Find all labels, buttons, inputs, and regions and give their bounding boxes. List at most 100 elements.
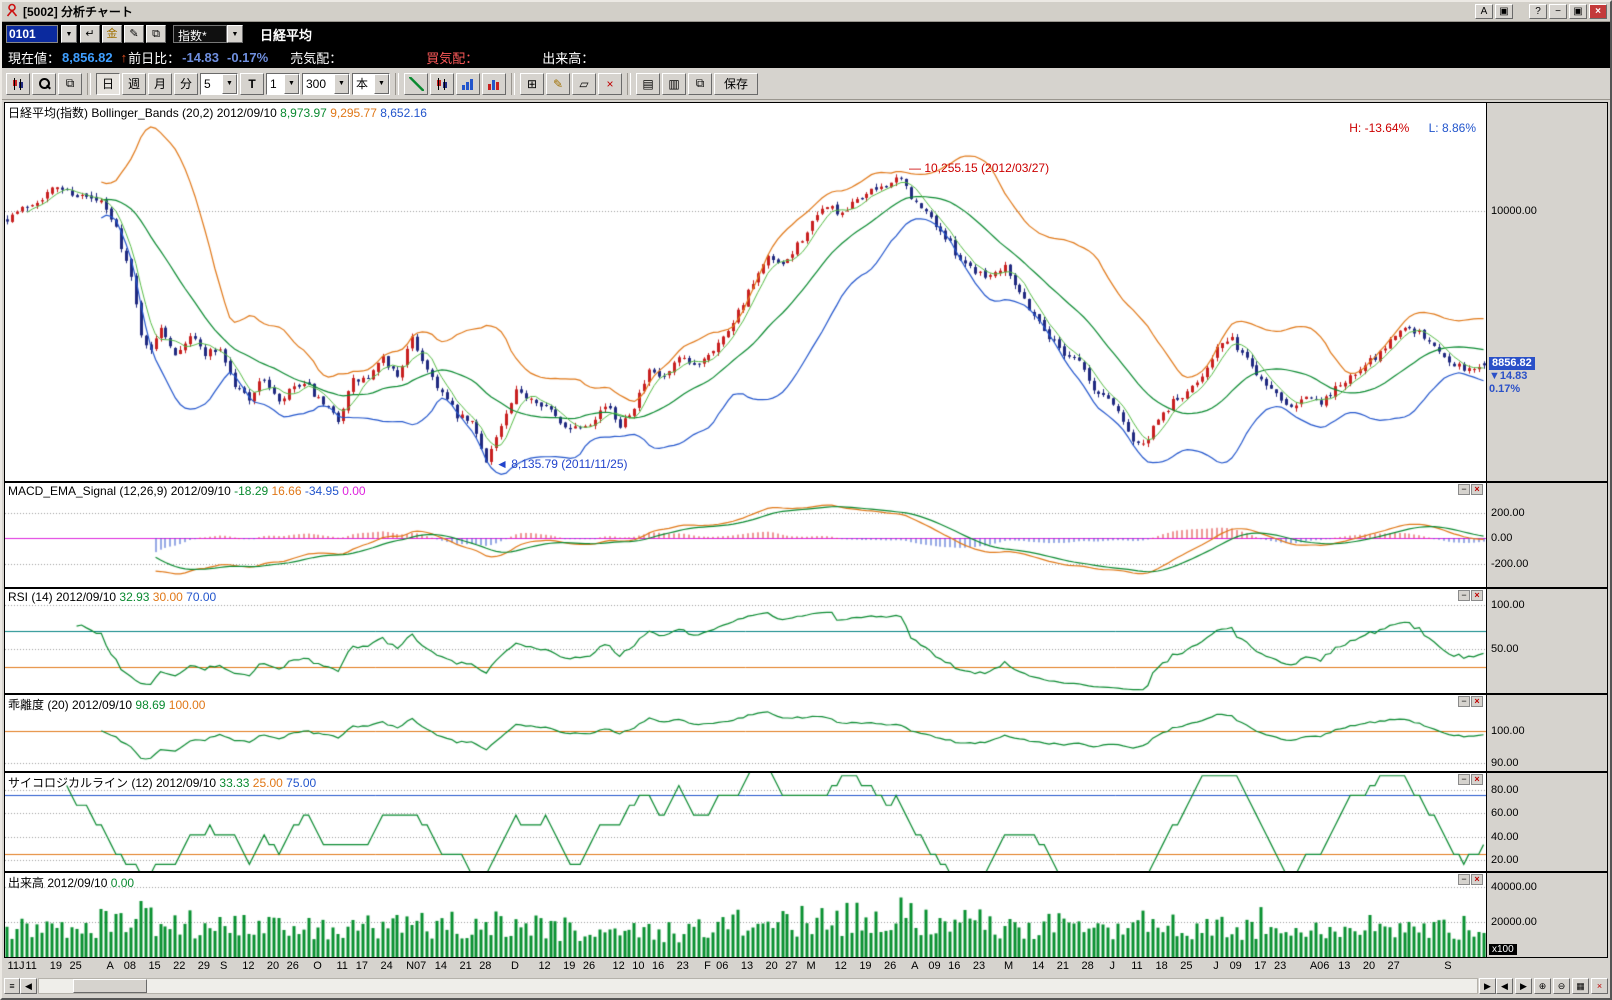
scrollbar-thumb[interactable] (73, 979, 147, 993)
instrument-name: 日経平均 (260, 27, 313, 43)
symbol-toolbar: ▼ ↵金✎⧉ 指数* ▼ 日経平均 (2, 22, 1610, 46)
volume-panel: 出来高 2012/09/10 0.00 − × 40000.00 20000.00… (5, 873, 1607, 957)
edit-button[interactable]: ✎ (124, 25, 144, 43)
zoom-in-button[interactable]: ⊕ (1534, 978, 1551, 994)
grid-view-button[interactable]: ▦ (1572, 978, 1589, 994)
label-part: 乖離度 (20) 2012/09/10 (8, 698, 136, 712)
splitter-grip[interactable]: ≡ (4, 978, 20, 994)
panel-minimize-button[interactable]: − (1458, 590, 1470, 601)
panel-close-button[interactable]: × (1471, 774, 1483, 785)
macd-plot: MACD_EMA_Signal (12,26,9) 2012/09/10 -18… (5, 483, 1487, 587)
kairi-canvas[interactable] (5, 695, 1486, 771)
psychological-canvas[interactable] (5, 773, 1486, 871)
macd-canvas[interactable] (5, 483, 1486, 587)
help-button[interactable]: ? (1529, 4, 1547, 19)
panel-minimize-button[interactable]: − (1458, 774, 1470, 785)
favorites-button[interactable]: 金 (102, 25, 122, 43)
x-axis-label: 21 (459, 960, 472, 972)
psychological-axis: 80.00 60.00 40.00 20.00 (1487, 773, 1607, 871)
market-type-select[interactable]: 指数* ▼ (173, 25, 243, 43)
symbol-code-input[interactable] (6, 25, 58, 43)
price-chart-canvas[interactable] (5, 103, 1486, 481)
tick-button[interactable]: T (240, 72, 264, 95)
unit-select[interactable]: 本 ▼ (352, 72, 390, 95)
bar-chart-button[interactable] (456, 72, 480, 95)
period-minute-button[interactable]: 分 (174, 72, 198, 95)
x-axis-label: 17 (355, 960, 369, 972)
multiplier-select[interactable]: 1 ▼ (266, 72, 300, 95)
panel-close-button[interactable]: × (1471, 874, 1483, 885)
chart-settings-button[interactable] (6, 72, 30, 95)
restore-button[interactable]: ▣ (1569, 4, 1587, 19)
enter-button[interactable]: ↵ (80, 25, 100, 43)
draw-button[interactable]: ✎ (546, 72, 570, 95)
bar-count-select[interactable]: 300 ▼ (302, 72, 350, 95)
change-value: -14.83 (182, 49, 220, 65)
minimize-button[interactable]: − (1549, 4, 1567, 19)
candle-chart-button[interactable] (430, 72, 454, 95)
eraser-button[interactable]: ▱ (572, 72, 596, 95)
zoom-button[interactable] (32, 72, 56, 95)
save-button[interactable]: 保存 (714, 72, 758, 95)
volume-plot: 出来高 2012/09/10 0.00 − × (5, 873, 1487, 957)
axis-tick-label: 40.00 (1491, 830, 1519, 843)
titlebar-window-button[interactable]: ▣ (1495, 4, 1513, 19)
grid-toggle-button[interactable]: ⊞ (520, 72, 544, 95)
page-right-button[interactable]: ▶ (1515, 978, 1532, 994)
buy-quote-label: 買気配： (426, 50, 479, 66)
period-day-button[interactable]: 日 (96, 72, 120, 95)
period-week-button[interactable]: 週 (122, 72, 146, 95)
zoom-out-button[interactable]: ⊖ (1553, 978, 1570, 994)
high-low-readout: H: -13.64% L: 8.86% (1349, 121, 1476, 135)
scroll-left-button[interactable]: ◀ (20, 978, 37, 994)
high-percent: H: -13.64% (1349, 121, 1410, 135)
rsi-panel-controls: − × (1458, 590, 1483, 601)
minute-interval-select-value: 5 (204, 76, 211, 91)
toolbar-separator (395, 72, 399, 95)
label-part: 98.69 (135, 698, 169, 712)
label-part: 8,652.16 (380, 106, 427, 120)
rsi-canvas[interactable] (5, 589, 1486, 693)
close-view-button[interactable]: × (1591, 978, 1608, 994)
x-axis-label: A (106, 960, 114, 972)
scroll-right-button[interactable]: ▶ (1479, 978, 1496, 994)
current-price-value: 8,856.82 (62, 49, 113, 65)
x-axis-label: 12 (612, 960, 625, 972)
copy-button[interactable]: ⧉ (146, 25, 166, 43)
status-bar: 現在値： 8,856.82 ↑ 前日比： -14.83 -0.17% 売気配： … (2, 46, 1610, 68)
layout-2-button[interactable]: ▥ (662, 72, 686, 95)
x-axis-label: 20 (266, 960, 280, 972)
layout-1-button[interactable]: ▤ (636, 72, 660, 95)
axis-tick-label: 100.00 (1491, 598, 1525, 611)
panel-minimize-button[interactable]: − (1458, 484, 1470, 495)
current-price-label: 現在値： (8, 50, 61, 66)
x-axis-label: 09 (1229, 960, 1242, 972)
delete-drawing-button[interactable]: × (598, 72, 622, 95)
symbol-dropdown-button[interactable]: ▼ (61, 25, 77, 43)
x-axis-label: 26 (582, 960, 596, 972)
copy-chart-button[interactable]: ⧉ (58, 72, 82, 95)
titlebar-left-buttons: A ▣ (1475, 4, 1513, 19)
histogram-button[interactable] (482, 72, 506, 95)
line-chart-button[interactable] (404, 72, 428, 95)
close-button[interactable]: × (1589, 4, 1607, 19)
titlebar-a-button[interactable]: A (1475, 4, 1493, 19)
period-month-button[interactable]: 月 (148, 72, 172, 95)
volume-canvas[interactable] (5, 873, 1486, 957)
scrollbar-track[interactable] (38, 978, 1478, 994)
market-type-dropdown-button[interactable]: ▼ (227, 25, 243, 43)
label-part: 30.00 (152, 590, 187, 604)
app-logo-icon (5, 3, 19, 20)
panel-close-button[interactable]: × (1471, 590, 1483, 601)
psychological-panel-label: サイコロジカルライン (12) 2012/09/10 33.33 25.00 7… (8, 774, 316, 791)
panel-minimize-button[interactable]: − (1458, 696, 1470, 707)
minute-interval-select[interactable]: 5 ▼ (200, 72, 238, 95)
panel-close-button[interactable]: × (1471, 696, 1483, 707)
chart-toolbar: ⧉ 日週月分 5 ▼ T 1 ▼ 300 ▼ 本 ▼ ⊞ ✎ ▱ × ▤ ▥ ⧉ 保存 (2, 68, 1610, 100)
x-axis-label: 23 (1274, 960, 1287, 972)
panel-minimize-button[interactable]: − (1458, 874, 1470, 885)
panel-close-button[interactable]: × (1471, 484, 1483, 495)
new-page-button[interactable]: ⧉ (688, 72, 712, 95)
page-left-button[interactable]: ◀ (1496, 978, 1513, 994)
